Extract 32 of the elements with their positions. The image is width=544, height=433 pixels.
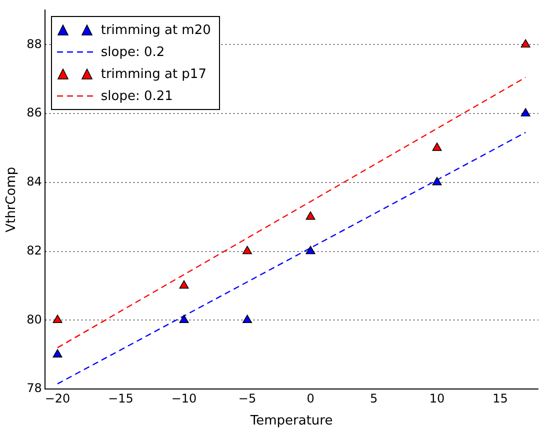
legend-label: slope: 0.21 bbox=[100, 88, 173, 104]
legend-label: trimming at m20 bbox=[100, 22, 211, 38]
y-axis-title: VthrComp bbox=[4, 166, 20, 232]
x-tick-label: −10 bbox=[171, 391, 197, 406]
x-axis-title: Temperature bbox=[249, 414, 333, 429]
x-tick-label: −15 bbox=[108, 391, 134, 406]
point bbox=[306, 211, 316, 220]
x-tick-label: 0 bbox=[306, 391, 314, 406]
y-tick-label: 88 bbox=[26, 36, 42, 51]
point bbox=[242, 314, 252, 324]
point bbox=[306, 246, 316, 254]
point bbox=[52, 314, 62, 324]
point bbox=[52, 349, 62, 358]
x-tick-label: 15 bbox=[492, 391, 508, 406]
y-tick-label: 82 bbox=[26, 243, 42, 258]
x-tick-label: 5 bbox=[370, 391, 378, 406]
x-tick-label: 10 bbox=[429, 391, 445, 406]
point bbox=[179, 280, 189, 289]
point bbox=[242, 246, 252, 254]
point bbox=[520, 39, 530, 48]
legend-label: slope: 0.2 bbox=[100, 44, 165, 60]
legend-label: trimming at p17 bbox=[100, 66, 206, 82]
x-tick-label: −5 bbox=[238, 391, 256, 406]
y-tick-label: 84 bbox=[26, 174, 42, 189]
point bbox=[179, 314, 189, 324]
point bbox=[432, 176, 442, 186]
point bbox=[432, 142, 442, 151]
y-tick-label: 86 bbox=[26, 106, 42, 120]
y-tick-label: 78 bbox=[26, 381, 42, 396]
point bbox=[520, 108, 530, 116]
y-tick-label: 80 bbox=[26, 312, 42, 326]
x-tick-label: −20 bbox=[44, 391, 70, 406]
